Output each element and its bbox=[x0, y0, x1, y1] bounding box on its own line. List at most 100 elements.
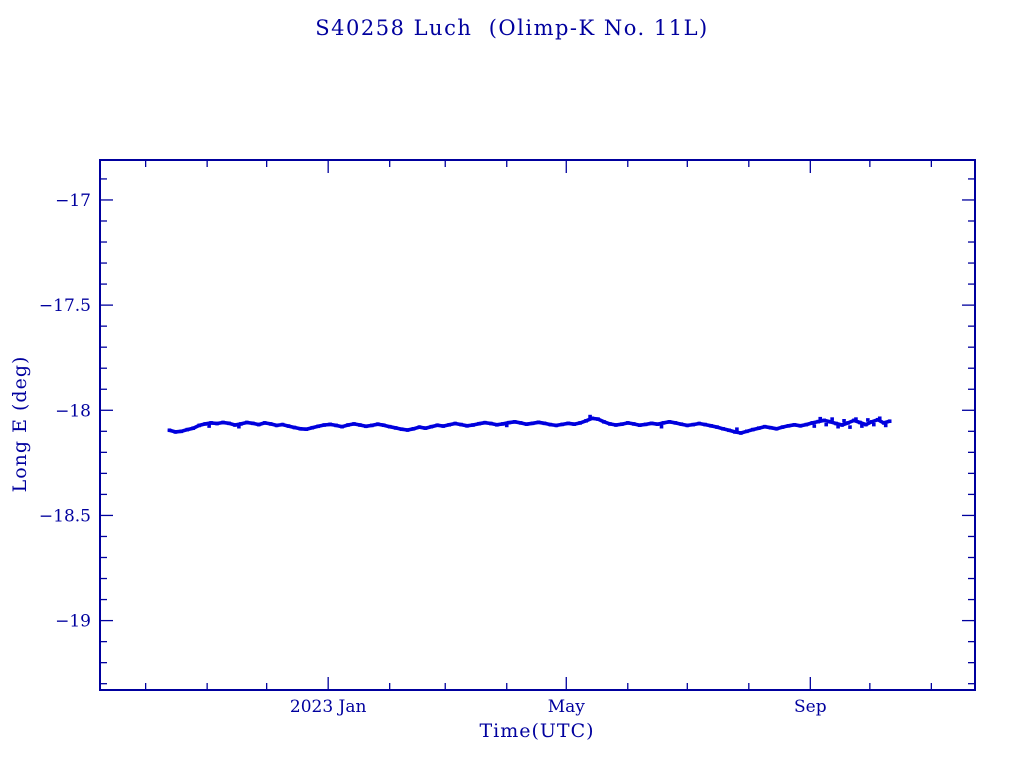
data-point-marker bbox=[818, 416, 823, 421]
data-point-marker bbox=[197, 423, 202, 428]
data-point-marker bbox=[854, 417, 858, 421]
y-tick-label: −19 bbox=[55, 612, 91, 632]
data-point-marker bbox=[256, 422, 261, 427]
data-point-marker bbox=[870, 420, 874, 424]
data-point-marker bbox=[709, 424, 713, 428]
data-point-marker bbox=[866, 418, 870, 422]
data-point-marker bbox=[215, 421, 219, 426]
data-point-marker bbox=[588, 414, 592, 419]
data-point-marker bbox=[512, 420, 517, 424]
data-point-marker bbox=[411, 426, 416, 431]
data-point-marker bbox=[836, 424, 840, 429]
data-point-marker bbox=[602, 420, 606, 424]
data-point-marker bbox=[864, 422, 868, 427]
data-point-marker bbox=[191, 426, 196, 430]
y-tick-label: −17 bbox=[55, 191, 91, 211]
data-point-marker bbox=[883, 423, 888, 428]
data-point-marker bbox=[262, 421, 267, 425]
data-point-marker bbox=[542, 421, 547, 426]
data-series bbox=[167, 414, 892, 435]
data-point-marker bbox=[685, 423, 690, 428]
data-point-marker bbox=[887, 419, 892, 424]
data-point-marker bbox=[524, 422, 529, 426]
data-point-marker bbox=[274, 423, 279, 428]
data-point-marker bbox=[578, 421, 582, 425]
data-point-marker bbox=[328, 422, 332, 427]
x-axis-label: Time(UTC) bbox=[479, 720, 595, 742]
data-point-marker bbox=[560, 422, 565, 427]
data-point-marker bbox=[239, 422, 243, 426]
data-point-marker bbox=[185, 427, 190, 432]
data-point-marker bbox=[842, 418, 846, 423]
data-point-marker bbox=[637, 423, 642, 428]
data-point-marker bbox=[310, 425, 315, 430]
data-point-marker bbox=[756, 426, 761, 430]
data-point-marker bbox=[227, 421, 231, 426]
axis-ticks bbox=[100, 160, 975, 690]
data-point-marker bbox=[848, 425, 852, 429]
data-point-marker bbox=[828, 420, 832, 424]
data-point-marker bbox=[881, 421, 886, 425]
data-point-marker bbox=[417, 425, 422, 429]
data-point-marker bbox=[471, 423, 475, 427]
data-point-marker bbox=[649, 421, 654, 426]
data-point-marker bbox=[697, 421, 702, 426]
data-point-marker bbox=[504, 423, 509, 428]
data-point-marker bbox=[173, 430, 178, 434]
x-tick-label: Sep bbox=[794, 697, 827, 717]
data-point-marker bbox=[846, 421, 850, 425]
data-point-marker bbox=[840, 423, 844, 427]
data-point-marker bbox=[322, 423, 327, 427]
x-tick-label: May bbox=[548, 697, 586, 717]
data-point-marker bbox=[673, 421, 678, 425]
data-point-marker bbox=[590, 416, 594, 421]
data-point-marker bbox=[423, 426, 428, 430]
data-point-marker bbox=[721, 426, 725, 431]
data-point-marker bbox=[745, 429, 749, 434]
chart-title: S40258 Luch (Olimp-K No. 11L) bbox=[315, 16, 709, 40]
data-point-marker bbox=[453, 421, 457, 426]
data-point-marker bbox=[286, 424, 291, 428]
data-point-marker bbox=[804, 422, 809, 427]
data-point-marker bbox=[548, 422, 553, 427]
data-point-marker bbox=[399, 427, 404, 432]
data-point-marker bbox=[596, 417, 600, 421]
data-point-marker bbox=[316, 424, 321, 429]
data-point-marker bbox=[447, 422, 452, 427]
data-point-marker bbox=[659, 424, 664, 429]
data-point-marker bbox=[858, 420, 862, 425]
data-point-marker bbox=[237, 424, 241, 429]
data-point-marker bbox=[715, 425, 719, 429]
data-point-marker bbox=[872, 422, 876, 427]
data-point-marker bbox=[655, 422, 660, 426]
tick-labels: 2023 Jan May Sep −17 −17.5 −18 −18.5 −19 bbox=[39, 191, 827, 717]
data-point-marker bbox=[441, 424, 446, 428]
data-point-marker bbox=[877, 416, 882, 421]
data-point-marker bbox=[661, 421, 666, 425]
data-point-marker bbox=[733, 430, 737, 434]
data-point-marker bbox=[489, 421, 493, 426]
data-point-marker bbox=[614, 423, 618, 427]
data-point-marker bbox=[625, 421, 630, 425]
data-point-marker bbox=[245, 420, 249, 425]
data-point-marker bbox=[209, 421, 213, 425]
data-point-marker bbox=[233, 423, 237, 427]
data-point-marker bbox=[358, 423, 362, 427]
data-point-marker bbox=[762, 424, 767, 429]
data-point-marker bbox=[786, 424, 791, 428]
data-point-marker bbox=[536, 420, 541, 425]
data-point-marker bbox=[735, 427, 739, 432]
data-point-marker bbox=[679, 422, 684, 426]
data-point-marker bbox=[812, 424, 817, 428]
data-point-marker bbox=[500, 422, 505, 426]
data-point-marker bbox=[691, 422, 696, 427]
data-point-marker bbox=[566, 421, 571, 426]
data-point-marker bbox=[530, 421, 535, 426]
data-point-marker bbox=[810, 421, 815, 425]
data-point-marker bbox=[643, 422, 648, 427]
data-point-marker bbox=[774, 426, 779, 431]
plot-frame bbox=[99, 159, 976, 691]
data-point-marker bbox=[620, 422, 624, 426]
